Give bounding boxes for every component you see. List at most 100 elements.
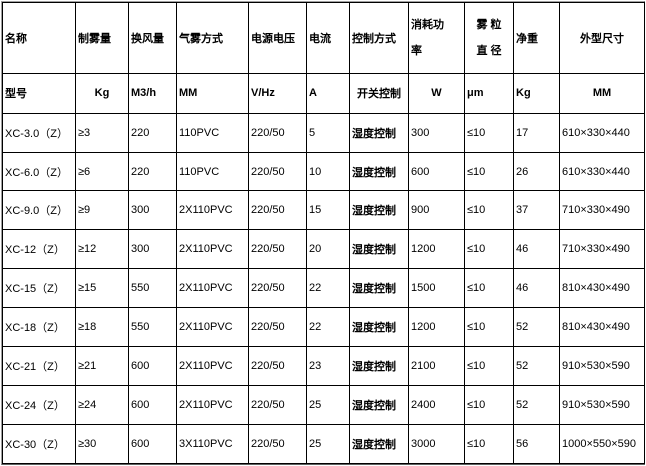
table-cell: ≥15 <box>75 268 129 309</box>
table-cell: 2X110PVC <box>176 268 249 309</box>
table-cell: ≤10 <box>464 385 514 425</box>
table-cell: ≥12 <box>75 229 129 270</box>
table-cell: 湿度控制 <box>349 190 409 231</box>
table-cell: 220 <box>128 151 177 192</box>
table-cell: 52 <box>513 307 560 348</box>
header-line: 消耗功 <box>411 18 444 31</box>
table-cell: 610×330×440 <box>559 112 645 153</box>
unit-cell: 开关控制 <box>349 72 409 114</box>
table-cell: 26 <box>513 151 560 192</box>
table-cell: 25 <box>306 424 350 464</box>
table-cell: ≤10 <box>464 268 514 309</box>
table-cell: ≤10 <box>464 424 514 464</box>
header-cell: 名称 <box>2 2 76 74</box>
table-cell: 20 <box>306 229 350 270</box>
table-cell: 900 <box>408 190 465 231</box>
table-cell: 17 <box>513 112 560 153</box>
table-cell: 550 <box>128 268 177 309</box>
table-cell: 37 <box>513 190 560 231</box>
header-cell: 净重 <box>513 2 560 74</box>
table-cell: 10 <box>306 151 350 192</box>
table-cell: 610×330×440 <box>559 151 645 192</box>
table-row: XC-9.0（Z） ≥9 300 2X110PVC 220/50 15 湿度控制 900 ≤10… <box>2 190 645 231</box>
table-cell: 220/50 <box>248 190 307 231</box>
table-cell: XC-3.0（Z） <box>2 112 76 153</box>
table-cell: 3000 <box>408 424 465 464</box>
table-cell: XC-24（Z） <box>2 385 76 425</box>
table-cell: XC-30（Z） <box>2 424 76 464</box>
table-cell: 2X110PVC <box>176 229 249 270</box>
table-cell: 220/50 <box>248 151 307 192</box>
table-cell: 52 <box>513 346 560 387</box>
table-cell: ≤10 <box>464 190 514 231</box>
table-cell: 910×530×590 <box>559 346 645 387</box>
table-cell: ≥18 <box>75 307 129 348</box>
unit-cell: MM <box>559 72 645 114</box>
table-cell: 710×330×490 <box>559 229 645 270</box>
table-cell: 220/50 <box>248 112 307 153</box>
header-cell: 制雾量 <box>75 2 129 74</box>
unit-cell: 型号 <box>2 72 76 114</box>
table-cell: 湿度控制 <box>349 346 409 387</box>
table-cell: XC-12（Z） <box>2 229 76 270</box>
table-cell: 220/50 <box>248 346 307 387</box>
table-cell: ≥30 <box>75 424 129 464</box>
table-cell: 300 <box>128 190 177 231</box>
table-cell: 910×530×590 <box>559 385 645 425</box>
table-cell: 46 <box>513 268 560 309</box>
table-cell: 湿度控制 <box>349 112 409 153</box>
table-cell: 710×330×490 <box>559 190 645 231</box>
table-cell: 2X110PVC <box>176 307 249 348</box>
unit-cell: M3/h <box>128 72 177 114</box>
table-cell: 湿度控制 <box>349 307 409 348</box>
table-cell: 3X110PVC <box>176 424 249 464</box>
table-cell: 湿度控制 <box>349 385 409 425</box>
table-cell: 46 <box>513 229 560 270</box>
table-cell: 220/50 <box>248 424 307 464</box>
unit-cell: MM <box>176 72 249 114</box>
table-cell: 1500 <box>408 268 465 309</box>
unit-cell: W <box>408 72 465 114</box>
table-cell: 湿度控制 <box>349 151 409 192</box>
header-line: 率 <box>411 44 422 57</box>
table-cell: 600 <box>128 424 177 464</box>
table-cell: ≤10 <box>464 151 514 192</box>
table-cell: 220 <box>128 112 177 153</box>
table-cell: ≤10 <box>464 112 514 153</box>
table-cell: ≤10 <box>464 307 514 348</box>
header-cell: 换风量 <box>128 2 177 74</box>
header-line: 雾 粒 <box>476 18 502 31</box>
units-row: 型号 Kg M3/h MM V/Hz A 开关控制 W μm Kg MM <box>2 72 645 114</box>
table-cell: 23 <box>306 346 350 387</box>
table-cell: 25 <box>306 385 350 425</box>
table-cell: 2X110PVC <box>176 190 249 231</box>
table-row: XC-6.0（Z） ≥6 220 110PVC 220/50 10 湿度控制 600 ≤10 26… <box>2 151 645 192</box>
table-cell: XC-21（Z） <box>2 346 76 387</box>
unit-cell: Kg <box>75 72 129 114</box>
table-cell: 600 <box>408 151 465 192</box>
table-cell: 22 <box>306 307 350 348</box>
table-cell: 1200 <box>408 229 465 270</box>
table-row: XC-21（Z） ≥21 600 2X110PVC 220/50 23 湿度控制 2100 ≤1… <box>2 346 645 387</box>
table-row: XC-24（Z） ≥24 600 2X110PVC 220/50 25 湿度控制 2400 ≤1… <box>2 385 645 425</box>
table-cell: 湿度控制 <box>349 229 409 270</box>
table-cell: XC-9.0（Z） <box>2 190 76 231</box>
table-cell: 600 <box>128 346 177 387</box>
table-cell: 550 <box>128 307 177 348</box>
table-cell: 810×430×490 <box>559 268 645 309</box>
table-cell: ≥6 <box>75 151 129 192</box>
table-cell: 56 <box>513 424 560 464</box>
table-cell: ≥3 <box>75 112 129 153</box>
table-cell: 2X110PVC <box>176 385 249 425</box>
table-cell: 22 <box>306 268 350 309</box>
table-cell: 810×430×490 <box>559 307 645 348</box>
table-cell: 220/50 <box>248 268 307 309</box>
table-cell: 52 <box>513 385 560 425</box>
table-cell: 15 <box>306 190 350 231</box>
unit-cell: V/Hz <box>248 72 307 114</box>
table-row: XC-3.0（Z） ≥3 220 110PVC 220/50 5 湿度控制 300 ≤10 17 6… <box>2 112 645 153</box>
table-cell: ≤10 <box>464 346 514 387</box>
table-cell: 2X110PVC <box>176 346 249 387</box>
table-cell: 220/50 <box>248 385 307 425</box>
